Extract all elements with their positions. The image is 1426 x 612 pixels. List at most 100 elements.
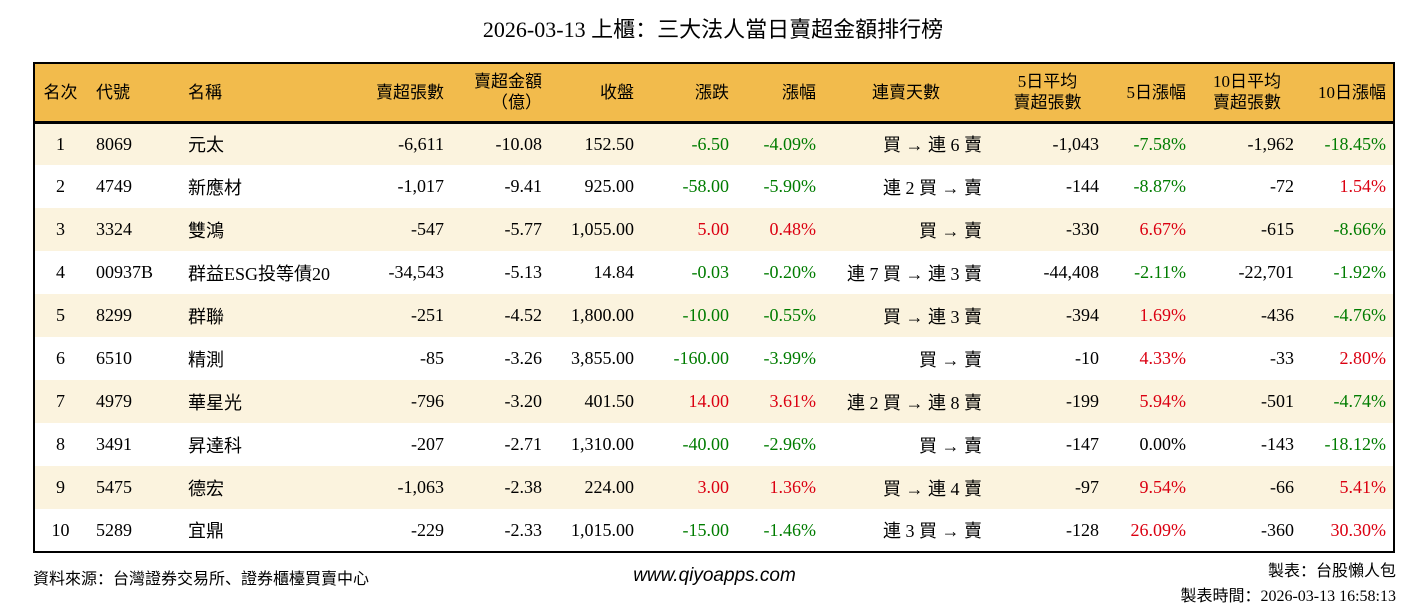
cell-change-pct: -4.09%	[763, 133, 817, 154]
cell-change-pct: -5.90%	[763, 176, 817, 196]
cell-sell-amount: -9.41	[504, 176, 543, 196]
table-row: 9 5475 德宏 -1,063 -2.38 224.00 3.00 1.36% 買 → 連 4…	[34, 466, 1394, 509]
cell-sell-amount: -2.33	[504, 519, 543, 540]
cell-avg10: -436	[1261, 305, 1294, 325]
cell-code: 4749	[96, 176, 132, 196]
cell-change: -40.00	[682, 434, 730, 454]
column-header-label: 5日平均	[1017, 72, 1078, 92]
author-note: 製表：台股懶人包	[1267, 563, 1396, 580]
cell-name: 雙鴻	[188, 220, 224, 241]
cell-close: 1,310.00	[571, 434, 634, 454]
cell-avg10: -615	[1261, 219, 1294, 239]
cell-sell-amount: -4.52	[504, 305, 543, 325]
cell-pct10: 30.30%	[1330, 519, 1387, 540]
cell-change: 3.00	[697, 477, 730, 497]
cell-pct5: 6.67%	[1139, 219, 1187, 239]
cell-close: 14.84	[593, 262, 635, 282]
cell-sell-volume: -85	[420, 348, 444, 368]
cell-rank: 4	[56, 262, 65, 282]
page-title: 2026-03-13 上櫃：三大法人當日賣超金額排行榜	[482, 17, 944, 42]
cell-close: 1,055.00	[571, 219, 634, 239]
table-row: 8 3491 昇達科 -207 -2.71 1,310.00 -40.00 -2.96% 買 →…	[34, 423, 1394, 466]
cell-change-pct: -1.46%	[763, 519, 817, 540]
credits-block: 製表：台股懶人包 製表時間：2026-03-13 16:58:13	[1180, 559, 1396, 609]
cell-avg5: -128	[1066, 519, 1099, 540]
cell-pct5: -7.58%	[1133, 133, 1187, 154]
cell-sell-volume: -1,017	[397, 176, 445, 196]
column-header-change: 漲跌	[641, 63, 736, 124]
page-footer: 資料來源：台灣證券交易所、證券櫃檯買賣中心 www.qiyoapps.com 製…	[0, 559, 1426, 609]
column-header-label: 漲幅	[782, 82, 816, 102]
column-header-name: 名稱	[156, 63, 331, 124]
cell-code: 8069	[96, 133, 132, 154]
cell-change-pct: 3.61%	[769, 391, 817, 411]
cell-pct10: -4.76%	[1333, 305, 1387, 325]
column-header-sell-volume: 賣超張數	[331, 63, 451, 124]
cell-rank: 1	[56, 133, 65, 154]
cell-code: 3324	[96, 219, 132, 239]
cell-code: 4979	[96, 391, 132, 411]
table-row: 3 3324 雙鴻 -547 -5.77 1,055.00 5.00 0.48% 買 → 賣 -3…	[34, 208, 1394, 251]
cell-sell-amount: -5.77	[504, 219, 543, 239]
cell-name: 新應材	[188, 177, 242, 198]
cell-pct5: 1.69%	[1139, 305, 1187, 325]
table-row: 6 6510 精測 -85 -3.26 3,855.00 -160.00 -3.99% 買 → …	[34, 337, 1394, 380]
cell-change: -58.00	[682, 176, 730, 196]
cell-sell-amount: -3.26	[504, 348, 543, 368]
cell-name: 精測	[188, 349, 224, 370]
cell-name: 群益ESG投等債20	[188, 263, 331, 284]
cell-change-pct: 1.36%	[769, 477, 817, 497]
cell-rank: 7	[56, 391, 65, 411]
cell-sell-volume: -547	[411, 219, 444, 239]
cell-rank: 10	[51, 519, 70, 540]
table-header-row: 名次 代號 名稱 賣超張數 賣超金額 （億） 收盤 漲跌 漲幅 連賣天數 5日平均 賣超張數 5日漲幅 1…	[34, 63, 1394, 124]
cell-avg5: -97	[1075, 477, 1099, 497]
column-header-label: 名稱	[188, 82, 222, 102]
table-row: 10 5289 宜鼎 -229 -2.33 1,015.00 -15.00 -1.46% 連 3…	[34, 509, 1394, 552]
cell-pct10: -18.45%	[1324, 133, 1387, 154]
cell-code: 00937B	[96, 262, 154, 282]
column-header-close: 收盤	[549, 63, 641, 124]
column-header-avg5: 5日平均 賣超張數	[989, 63, 1106, 124]
cell-rank: 5	[56, 305, 65, 325]
cell-avg5: -1,043	[1052, 133, 1100, 154]
cell-streak: 買 → 連 4 賣	[883, 478, 982, 499]
cell-streak: 買 → 賣	[919, 435, 982, 456]
cell-change: 5.00	[697, 219, 730, 239]
cell-change-pct: -3.99%	[763, 348, 817, 368]
cell-change-pct: -0.55%	[763, 305, 817, 325]
cell-avg5: -330	[1066, 219, 1099, 239]
cell-sell-volume: -229	[411, 519, 444, 540]
cell-rank: 3	[56, 219, 65, 239]
cell-change: -160.00	[673, 348, 730, 368]
cell-close: 401.50	[584, 391, 635, 411]
cell-avg10: -360	[1261, 519, 1294, 540]
cell-change-pct: 0.48%	[769, 219, 817, 239]
cell-code: 5475	[96, 477, 132, 497]
cell-name: 元太	[188, 135, 224, 156]
column-header-pct10: 10日漲幅	[1301, 63, 1394, 124]
generated-timestamp: 製表時間：2026-03-13 16:58:13	[1180, 588, 1396, 605]
cell-avg5: -44,408	[1043, 262, 1100, 282]
cell-avg5: -394	[1066, 305, 1099, 325]
cell-code: 8299	[96, 305, 132, 325]
cell-sell-amount: -3.20	[504, 391, 543, 411]
ranking-table: 名次 代號 名稱 賣超張數 賣超金額 （億） 收盤 漲跌 漲幅 連賣天數 5日平均 賣超張數 5日漲幅 1…	[33, 62, 1395, 553]
cell-close: 3,855.00	[571, 348, 634, 368]
cell-avg5: -147	[1066, 434, 1099, 454]
cell-sell-volume: -6,611	[398, 133, 444, 154]
cell-pct10: -18.12%	[1324, 434, 1387, 454]
cell-avg10: -66	[1270, 477, 1294, 497]
cell-pct10: 5.41%	[1339, 477, 1387, 497]
cell-sell-amount: -5.13	[504, 262, 543, 282]
cell-streak: 連 2 買 → 賣	[883, 177, 982, 198]
column-header-rank: 名次	[34, 63, 86, 124]
column-header-pct5: 5日漲幅	[1106, 63, 1193, 124]
cell-streak: 連 7 買 → 連 3 賣	[847, 263, 982, 284]
cell-name: 華星光	[188, 392, 242, 413]
cell-close: 925.00	[584, 176, 635, 196]
cell-avg10: -72	[1270, 176, 1294, 196]
cell-sell-volume: -796	[411, 391, 444, 411]
data-source-note: 資料來源：台灣證券交易所、證券櫃檯買賣中心	[33, 571, 370, 588]
column-header-label: 賣超張數	[376, 82, 444, 102]
